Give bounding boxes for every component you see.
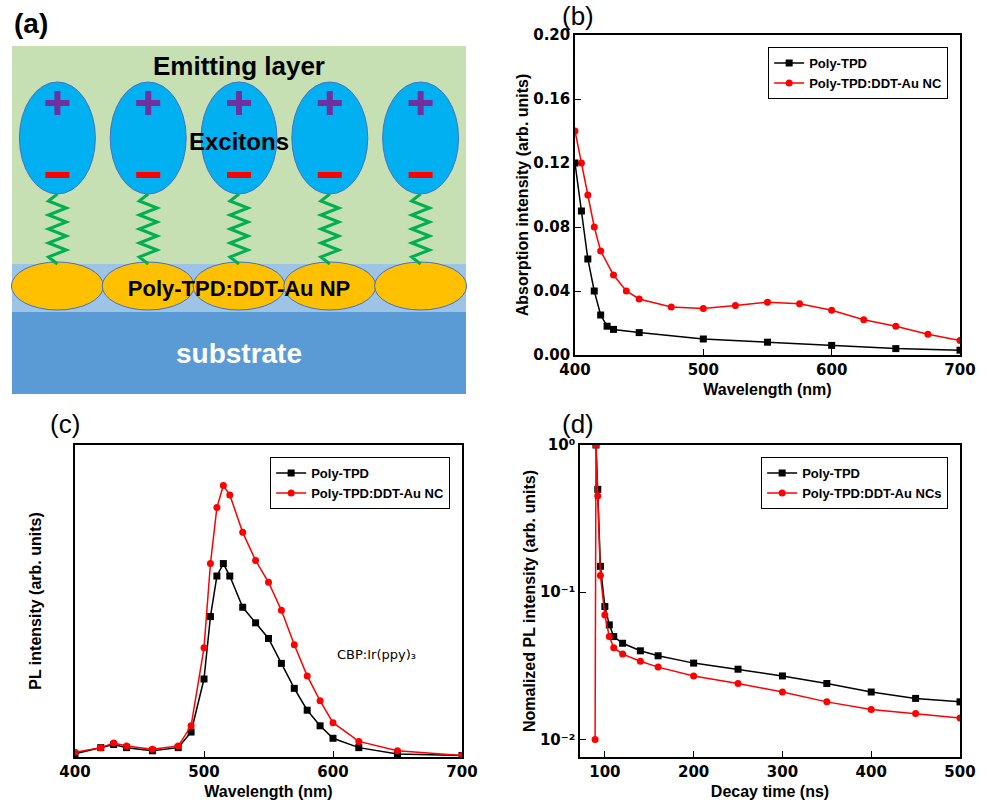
svg-text:0.04: 0.04 [533,282,570,300]
svg-text:Excitons: Excitons [189,128,289,155]
svg-text:400: 400 [559,361,590,379]
svg-text:100: 100 [589,763,620,781]
svg-text:PL intensity (arb. units): PL intensity (arb. units) [27,512,44,690]
svg-text:Poly-TPD: Poly-TPD [802,466,860,481]
svg-text:200: 200 [678,763,709,781]
svg-text:(a): (a) [14,8,48,39]
svg-text:Poly-TPD: Poly-TPD [809,56,867,71]
svg-text:600: 600 [816,361,847,379]
svg-text:0.08: 0.08 [533,218,570,236]
svg-text:600: 600 [317,763,348,781]
svg-text:(c): (c) [50,409,80,439]
svg-text:500: 500 [944,763,975,781]
svg-text:Poly-TPD:DDT-Au NP: Poly-TPD:DDT-Au NP [128,276,350,301]
svg-text:Decay time (ns): Decay time (ns) [711,783,829,800]
svg-text:400: 400 [59,763,90,781]
svg-text:(d): (d) [562,409,594,439]
svg-text:CBP:Ir(ppy)₃: CBP:Ir(ppy)₃ [337,647,416,662]
svg-text:10⁻²: 10⁻² [540,731,575,749]
svg-text:0.00: 0.00 [533,346,570,364]
svg-text:700: 700 [446,763,477,781]
svg-text:(b): (b) [562,1,594,31]
svg-text:Nomalized PL intensity (arb. u: Nomalized PL intensity (arb. units) [521,470,538,732]
svg-text:Wavelength (nm): Wavelength (nm) [204,783,332,800]
svg-text:substrate: substrate [176,338,302,369]
svg-text:500: 500 [188,763,219,781]
svg-text:0.20: 0.20 [533,26,570,44]
svg-text:Poly-TPD:DDT-Au NCs: Poly-TPD:DDT-Au NCs [802,486,941,501]
svg-text:300: 300 [767,763,798,781]
svg-text:10⁻¹: 10⁻¹ [540,583,575,601]
svg-text:10⁰: 10⁰ [548,436,575,454]
svg-text:Poly-TPD:DDT-Au NC: Poly-TPD:DDT-Au NC [311,486,444,501]
svg-text:Wavelength (nm): Wavelength (nm) [703,381,831,398]
svg-text:Poly-TPD:DDT-Au NC: Poly-TPD:DDT-Au NC [809,76,942,91]
svg-text:Poly-TPD: Poly-TPD [311,466,369,481]
svg-text:0.16: 0.16 [533,90,570,108]
svg-text:Emitting layer: Emitting layer [153,51,325,81]
svg-text:500: 500 [688,361,719,379]
svg-text:400: 400 [856,763,887,781]
svg-text:700: 700 [944,361,975,379]
svg-text:Absorption intensity (arb. uni: Absorption intensity (arb. units) [514,74,531,317]
svg-text:0.12: 0.12 [533,154,570,172]
